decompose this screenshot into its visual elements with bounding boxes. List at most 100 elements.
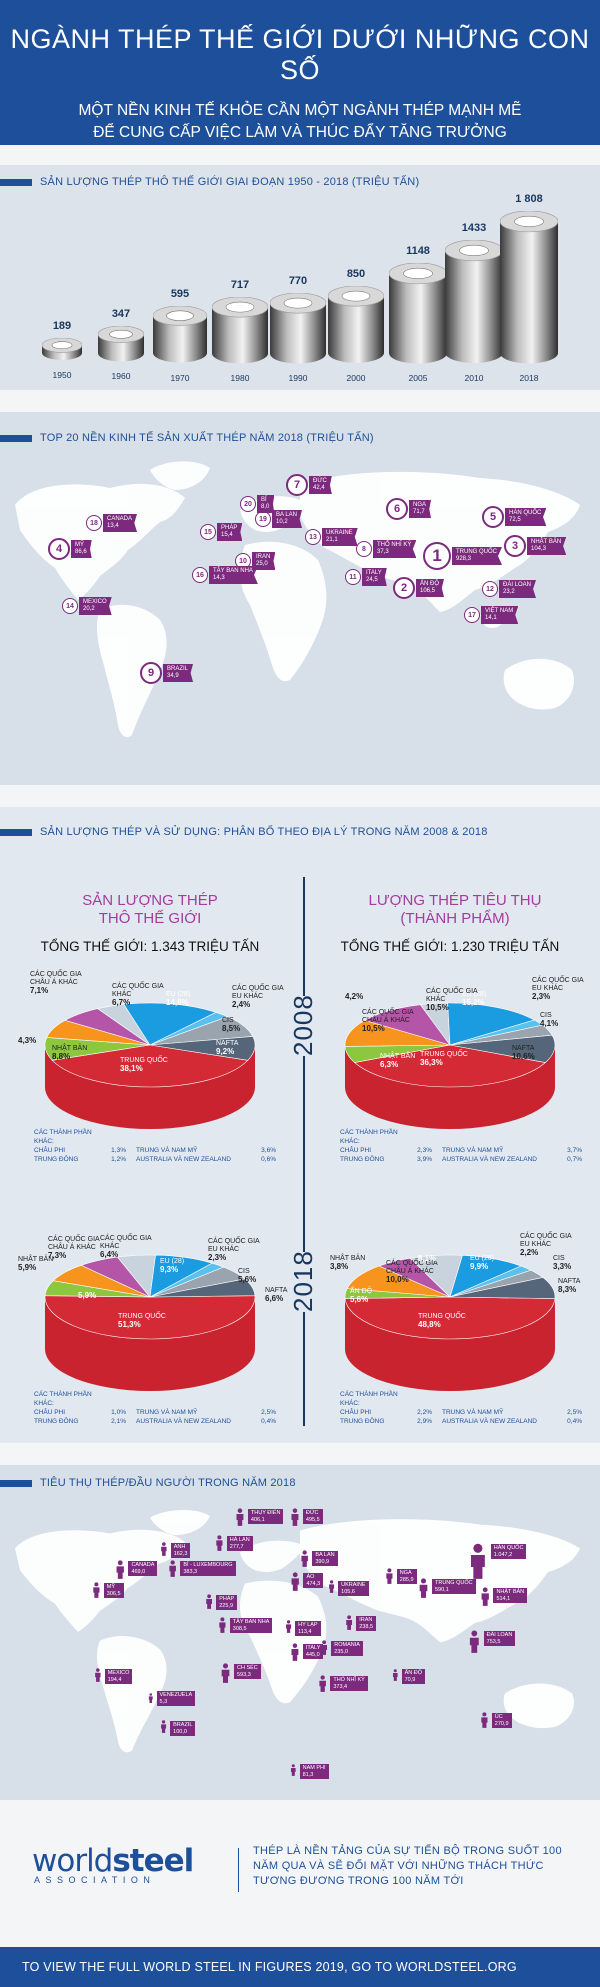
- pie-data-label: NAFTA 8,3%: [558, 1278, 580, 1295]
- table-cell: TRUNG ĐÔNG: [34, 1418, 79, 1425]
- header-banner: NGÀNH THÉP THẾ GIỚI DƯỚI NHỮNG CON SỐ MỘ…: [0, 0, 600, 145]
- logo-wordmark: worldsteel: [32, 1843, 194, 1879]
- person-country-name: BA LAN: [315, 1552, 335, 1558]
- pie-data-label: TRUNG QUỐC 36,3%: [420, 1051, 468, 1068]
- table-row: CÁC THÀNH PHẦN KHÁC:: [340, 1128, 582, 1146]
- other-regions-table: CÁC THÀNH PHẦN KHÁC: CHÂU PHI 2,3% TRUNG VÀ…: [340, 1128, 582, 1164]
- pie-slice: [123, 1002, 217, 1046]
- map-marker: 11 ITALY 24,5: [345, 568, 387, 586]
- pie-segment-name: CIS: [540, 1012, 552, 1019]
- pie-segment-name: TRUNG QUỐC: [120, 1057, 168, 1064]
- person-country-name: BRAZIL: [173, 1722, 193, 1728]
- production-bar: 1433 2010: [445, 222, 503, 385]
- table-cell: 3,7%: [567, 1147, 582, 1154]
- rank-circle: 3: [504, 535, 526, 557]
- person-country-value: 495,5: [305, 1516, 320, 1523]
- pie-segment-value: 2,4%: [232, 1000, 251, 1009]
- pie-chart: [344, 1254, 556, 1391]
- gap: [0, 145, 600, 165]
- country-flag-label: TRUNG QUỐC 928,3: [452, 547, 502, 565]
- footer-cta[interactable]: TO VIEW THE FULL WORLD STEEL IN FIGURES …: [0, 1947, 600, 1987]
- production-bar: 717 1980: [212, 279, 268, 385]
- country-flag-label: NGA 71,7: [409, 500, 432, 518]
- person-country-name: MỸ: [106, 1584, 116, 1590]
- map-marker: 1 TRUNG QUỐC 928,3: [423, 542, 502, 570]
- person-country-value: 81,3: [302, 1771, 314, 1778]
- person-icon: [205, 1594, 213, 1614]
- pie-segment-value: 14,8%: [166, 998, 189, 1007]
- pie-segment-value: 5,6%: [350, 1295, 369, 1304]
- production-value-label: 595: [170, 288, 190, 301]
- person-country-label: IRAN 238,5: [356, 1616, 377, 1631]
- pie-segment-name: CÁC QUỐC GIA EU KHÁC: [232, 985, 284, 1000]
- person-country-value: 162,3: [173, 1550, 188, 1557]
- left-pie-title-1: SẢN LƯỢNG THÉP: [82, 892, 218, 909]
- gap: [0, 1443, 600, 1465]
- pie-data-label: 4,3%: [18, 1037, 36, 1046]
- pie-segment-name: NAFTA: [558, 1278, 581, 1285]
- table-cell: 0,7%: [567, 1156, 582, 1163]
- person-country-label: BA LAN 390,9: [312, 1551, 338, 1566]
- rank-circle: 7: [286, 474, 308, 496]
- person-country-name: HY LẠP: [298, 1622, 318, 1628]
- country-value: 21,1: [326, 537, 338, 543]
- cylinder-shape: [328, 286, 384, 364]
- pie-segment-value: 51,3%: [118, 1320, 141, 1329]
- person-icon: [392, 1668, 399, 1686]
- person-country-value: 406,1: [250, 1516, 265, 1523]
- pie-segment-value: 4,1%: [540, 1019, 559, 1028]
- country-name: ẤN ĐỘ: [420, 581, 440, 587]
- country-flag-label: IRAN 25,0: [252, 552, 276, 570]
- pie-segment-name: NAFTA: [216, 1040, 239, 1047]
- pie-segment-value: 6,6%: [265, 1294, 284, 1303]
- other-regions-table: CÁC THÀNH PHẦN KHÁC: CHÂU PHI 2,2% TRUNG VÀ…: [340, 1390, 582, 1426]
- pie-segment-value: 10,5%: [426, 1003, 449, 1012]
- pie-segment-name: CÁC QUỐC GIA KHÁC: [426, 988, 478, 1003]
- pie-segment-value: 2,2%: [520, 1248, 539, 1257]
- pie-segment-name: NHẬT BẢN: [18, 1256, 54, 1263]
- logo-association: ASSOCIATION: [34, 1875, 156, 1885]
- person-icon: [328, 1580, 335, 1598]
- gap: [0, 785, 600, 807]
- other-regions-table: CÁC THÀNH PHẦN KHÁC: CHÂU PHI 1,0% TRUNG VÀ…: [34, 1390, 276, 1426]
- country-name: PHÁP: [221, 525, 238, 531]
- map-marker: 3 NHẬT BẢN 104,3: [504, 535, 567, 557]
- person-country-value: 100,0: [173, 1728, 187, 1735]
- person-country-value: 590,1: [435, 1586, 449, 1593]
- table-cell: 0,4%: [567, 1418, 582, 1425]
- pie-slice: [447, 1002, 536, 1046]
- country-name: UKRAINE: [326, 530, 353, 536]
- subtitle-line-2: ĐỂ CUNG CẤP VIỆC LÀM VÀ THÚC ĐẨY TĂNG TR…: [93, 124, 507, 141]
- table-cell: AUSTRALIA VÀ NEW ZEALAND: [442, 1418, 537, 1425]
- person-icon: [115, 1560, 125, 1584]
- pie-data-label: 4,2%: [345, 993, 363, 1002]
- pie-segment-name: EU (28): [160, 1258, 185, 1265]
- pie-segment-value: 4,2%: [345, 992, 364, 1001]
- person-icon: [160, 1720, 167, 1738]
- pie-slice: [449, 1277, 556, 1299]
- rank-circle: 14: [62, 598, 78, 614]
- person-country-label: ÁO 474,3: [303, 1573, 324, 1588]
- country-name: NHẬT BẢN: [531, 539, 562, 545]
- pie-data-label: CÁC QUỐC GIA EU KHÁC 2,2%: [520, 1233, 582, 1258]
- person-country-value: 105,6: [341, 1588, 355, 1595]
- country-value: 13,4: [107, 523, 119, 529]
- pie-data-label: NAFTA 6,6%: [265, 1287, 287, 1304]
- pie-segment-value: 2,3%: [532, 992, 551, 1001]
- production-year-label: 2005: [408, 373, 428, 384]
- person-country-label: NGA 285,9: [396, 1569, 417, 1584]
- country-value: 72,5: [509, 517, 521, 523]
- person-country-name: TÂY BAN NHA: [232, 1619, 270, 1625]
- person-country-name: ĐÀI LOAN: [486, 1632, 513, 1638]
- person-country-value: 270,9: [494, 1720, 509, 1727]
- country-value: 10,2: [276, 519, 288, 525]
- title-bar: [0, 828, 32, 836]
- table-cell: CHÂU PHI: [340, 1147, 372, 1154]
- map-marker: 4 MỸ 86,6: [48, 538, 92, 560]
- right-pie-title-2: (THÀNH PHẨM): [400, 910, 510, 927]
- country-flag-label: ẤN ĐỘ 106,5: [416, 579, 445, 597]
- production-bar: 347 1960: [98, 308, 144, 385]
- person-country-value: 238,5: [359, 1623, 374, 1630]
- table-cell: AUSTRALIA VÀ NEW ZEALAND: [136, 1156, 231, 1163]
- person-country-value: 308,5: [232, 1625, 247, 1632]
